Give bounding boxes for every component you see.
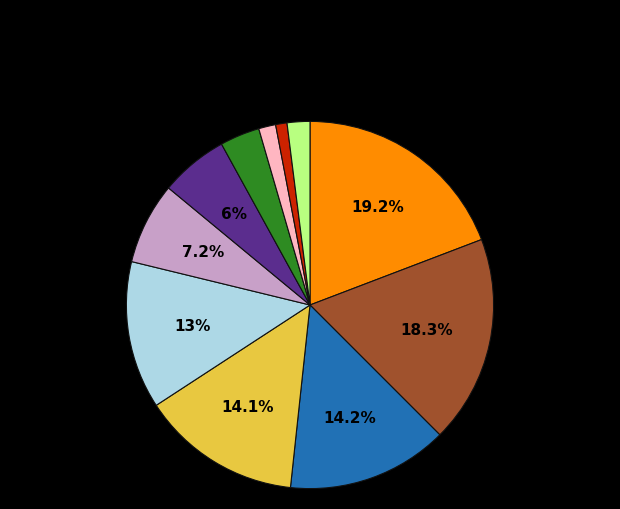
Text: 13%: 13% (174, 318, 211, 333)
Text: 19.2%: 19.2% (352, 200, 404, 215)
Wedge shape (131, 189, 310, 305)
Legend: £150k-£200k, £200k-£250k, £300k-£400k, £100k-£150k, £250k-£300k, £400k-£500k, £5: £150k-£200k, £200k-£250k, £300k-£400k, £… (99, 0, 521, 4)
Text: 6%: 6% (221, 206, 247, 221)
Wedge shape (276, 124, 310, 305)
Text: 18.3%: 18.3% (401, 323, 453, 338)
Wedge shape (259, 125, 310, 305)
Wedge shape (310, 240, 494, 435)
Wedge shape (310, 122, 482, 305)
Wedge shape (290, 305, 440, 489)
Text: 7.2%: 7.2% (182, 244, 224, 260)
Wedge shape (156, 305, 310, 488)
Text: 14.2%: 14.2% (324, 410, 376, 425)
Wedge shape (126, 262, 310, 406)
Text: 14.1%: 14.1% (221, 400, 274, 414)
Wedge shape (287, 122, 310, 305)
Wedge shape (169, 145, 310, 305)
Wedge shape (221, 129, 310, 305)
